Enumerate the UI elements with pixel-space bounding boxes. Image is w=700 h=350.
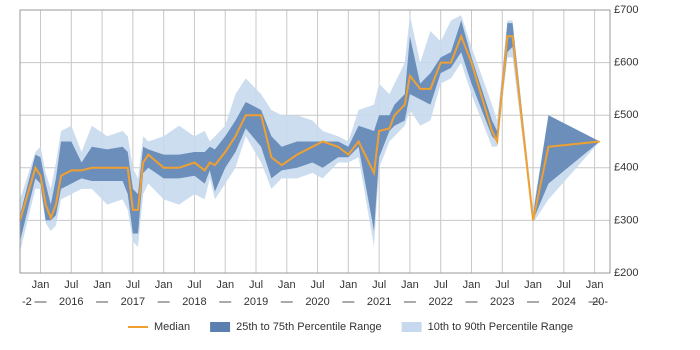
x-tick-label: Jan bbox=[463, 279, 481, 291]
x-tick-label: Jul bbox=[187, 279, 201, 291]
x-tick-label: Jul bbox=[64, 279, 78, 291]
x-tick-label: Jul bbox=[249, 279, 263, 291]
x-tick-label: Jul bbox=[126, 279, 140, 291]
y-tick-label: £200 bbox=[614, 267, 638, 279]
x-tick-label: Jan bbox=[155, 279, 173, 291]
x-tick-label: Jul bbox=[372, 279, 386, 291]
x-tick-label: Jul bbox=[434, 279, 448, 291]
legend-label: Median bbox=[154, 321, 190, 333]
x-tick-label: Jan bbox=[401, 279, 419, 291]
y-tick-label: £700 bbox=[614, 4, 638, 16]
year-label: 2022 bbox=[428, 296, 452, 308]
year-label: -2 bbox=[22, 296, 32, 308]
year-label: 2023 bbox=[490, 296, 514, 308]
legend: Median 25th to 75th Percentile Range 10th … bbox=[128, 321, 573, 333]
year-label: 2018 bbox=[182, 296, 206, 308]
legend-label: 25th to 75th Percentile Range bbox=[236, 321, 382, 333]
percentile-band bbox=[20, 15, 600, 252]
axes: £200 £300 £400 £500 £600 £700 Jan Jul Jan Jul Jan J… bbox=[22, 4, 638, 308]
y-tick-label: £300 bbox=[614, 214, 638, 226]
plot-frame bbox=[19, 9, 611, 274]
year-label: 2020 bbox=[305, 296, 329, 308]
x-tick-label: Jul bbox=[557, 279, 571, 291]
x-tick-label: Jan bbox=[339, 279, 357, 291]
y-tick-label: £400 bbox=[614, 162, 638, 174]
x-tick-label: Jan bbox=[524, 279, 542, 291]
median-line bbox=[19, 33, 600, 221]
bands bbox=[19, 9, 610, 274]
year-label: 2024 bbox=[552, 296, 576, 308]
legend-swatch bbox=[210, 322, 231, 332]
x-tick-label: Jan bbox=[278, 279, 296, 291]
legend-label: 10th to 90th Percentile Range bbox=[428, 321, 574, 333]
y-tick-label: £600 bbox=[614, 57, 638, 69]
x-tick-label: Jan bbox=[216, 279, 234, 291]
x-tick-label: Jul bbox=[311, 279, 325, 291]
x-tick-label: Jan bbox=[32, 279, 50, 291]
year-label: 2021 bbox=[367, 296, 391, 308]
legend-swatch bbox=[401, 322, 422, 332]
x-tick-label: Jan bbox=[586, 279, 604, 291]
y-tick-label: £500 bbox=[614, 109, 638, 121]
x-tick-label: Jan bbox=[93, 279, 111, 291]
year-label: 2019 bbox=[244, 296, 268, 308]
year-label: 2016 bbox=[59, 296, 83, 308]
x-tick-label: Jul bbox=[495, 279, 509, 291]
year-label: 2017 bbox=[121, 296, 145, 308]
